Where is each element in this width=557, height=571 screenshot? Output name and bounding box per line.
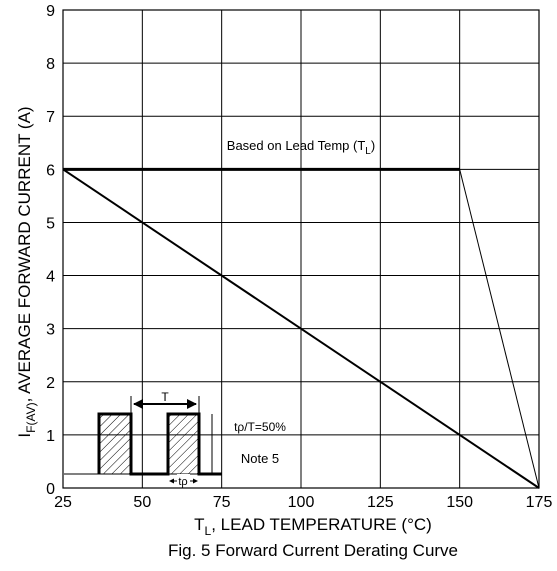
pulse-waveform (97, 412, 222, 476)
y-tick-label: 1 (46, 428, 55, 445)
pulse-width-arrow-right-head (193, 478, 198, 484)
x-tick-label: 150 (446, 494, 473, 511)
pulse-width-label-bg (177, 474, 190, 487)
y-axis-title: IF(AV), AVERAGE FORWARD CURRENT (A) (15, 106, 38, 437)
figure-caption: Fig. 5 Forward Current Derating Curve (168, 541, 458, 560)
x-tick-label: 175 (526, 494, 553, 511)
pulse-waveform-inset: T tρ tρ/T=50% Note 5 (64, 390, 286, 488)
y-tick-label: 0 (46, 481, 55, 498)
note-label: Note 5 (241, 451, 279, 466)
y-tick-label: 8 (46, 56, 55, 73)
x-tick-label: 25 (54, 494, 72, 511)
y-tick-labels: 0 1 2 3 4 5 6 7 8 9 (46, 3, 55, 498)
pulse-2-hatch (168, 414, 199, 474)
pulse-width-arrow-left-head (169, 478, 174, 484)
x-tick-label: 100 (288, 494, 315, 511)
y-tick-label: 7 (46, 109, 55, 126)
grid-lines (62, 9, 540, 489)
period-arrow-left-head (133, 399, 143, 409)
y-tick-label: 2 (46, 375, 55, 392)
curve-label: Based on Lead Temp (TL) (227, 138, 375, 157)
y-tick-label: 6 (46, 162, 55, 179)
series-line-1-descent (459, 169, 540, 489)
y-tick-label: 3 (46, 322, 55, 339)
data-series (62, 167, 540, 489)
pulse-width-label: tρ (178, 476, 187, 488)
series-line-2 (62, 168, 540, 489)
x-tick-label: 50 (133, 494, 151, 511)
period-arrow-right-head (187, 399, 197, 409)
x-tick-label: 125 (367, 494, 394, 511)
duty-cycle-label: tρ/T=50% (234, 420, 286, 434)
y-tick-label: 9 (46, 3, 55, 20)
x-tick-labels: 25 50 75 100 125 150 175 (54, 494, 552, 511)
y-tick-label: 5 (46, 215, 55, 232)
x-axis-title: TL, LEAD TEMPERATURE (°C) (194, 515, 432, 538)
pulse-1-hatch (99, 414, 131, 474)
x-tick-label: 75 (213, 494, 231, 511)
plot-area-frame (62, 9, 540, 489)
period-label: T (161, 390, 169, 404)
y-tick-label: 4 (46, 269, 55, 286)
